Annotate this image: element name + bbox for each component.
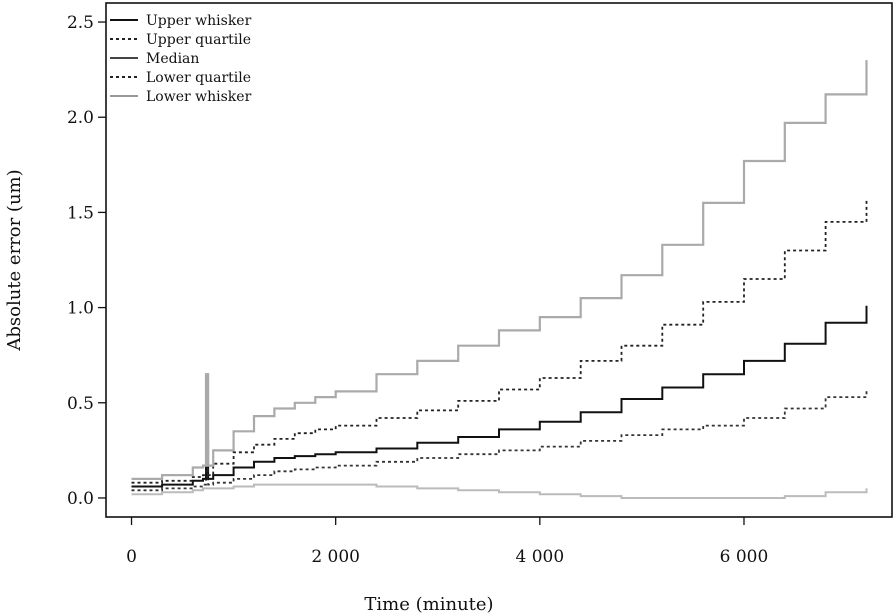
x-tick-label: 4 000 <box>515 547 564 567</box>
series-layer <box>131 60 868 499</box>
x-tick-label: 6 000 <box>720 547 769 567</box>
axes-layer: 0 2 000 4 000 6 000 0.0 0.5 1.0 1.5 2.0 2.5 <box>67 13 768 567</box>
y-tick-label: 2.5 <box>67 13 94 33</box>
y-tick-label: 0.5 <box>67 394 94 414</box>
x-tick-label: 2 000 <box>311 547 360 567</box>
series-line-lower-whisker <box>131 483 868 499</box>
legend-label: Median <box>146 51 199 67</box>
legend-label: Upper quartile <box>146 32 251 48</box>
legend-label: Lower quartile <box>146 70 251 86</box>
x-axis-title: Time (minute) <box>364 594 493 615</box>
y-tick-label: 2.0 <box>67 108 94 128</box>
plot-frame <box>105 2 893 518</box>
y-axis-title: Absolute error (um) <box>4 169 25 351</box>
y-tick-label: 0.0 <box>67 489 94 509</box>
x-tick-label: 0 <box>126 547 137 567</box>
series-line-lower-quartile <box>131 389 868 492</box>
y-tick-label: 1.0 <box>67 299 94 319</box>
legend: Upper whisker Upper quartile Median Lower q… <box>110 13 252 105</box>
legend-label: Upper whisker <box>146 13 252 29</box>
legend-label: Lower whisker <box>146 89 252 105</box>
y-tick-label: 1.5 <box>67 203 94 223</box>
series-line-upper-whisker <box>131 60 868 480</box>
